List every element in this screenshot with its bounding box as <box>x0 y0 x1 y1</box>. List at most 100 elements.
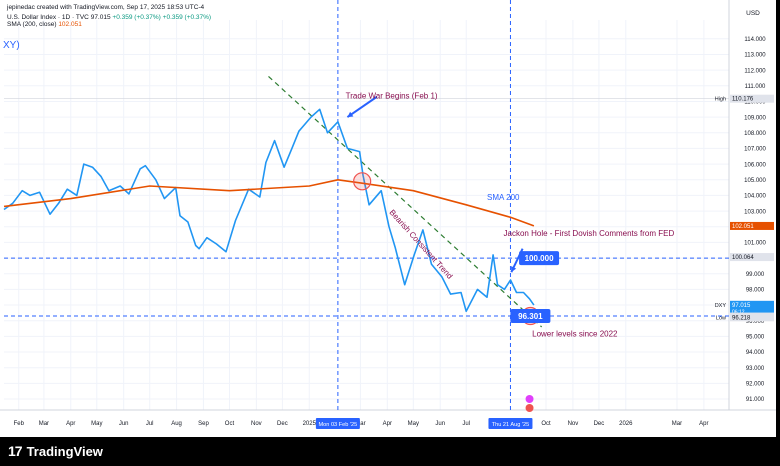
x-tick-label: Aug <box>171 421 182 427</box>
sma-legend-label: SMA (200, close) <box>7 21 57 28</box>
price-label-value: 102.051 <box>732 224 754 230</box>
level-callout-label: 100.000 <box>525 254 554 263</box>
price-label-value: 96.218 <box>732 315 751 321</box>
y-tick-label: 109.000 <box>744 115 766 121</box>
annotation-sma200: SMA 200 <box>487 193 520 202</box>
x-axis-ticks: Feb Mar Apr May Jun Jul Aug Sep Oct Nov Dec 2025 Mar… <box>14 421 709 427</box>
y-tick-label: 91.000 <box>746 397 765 403</box>
x-tick-label: Apr <box>66 421 75 427</box>
x-tick-label: Mar <box>355 421 365 427</box>
price-label-tag: Low <box>716 315 726 321</box>
header-symbol-info: U.S. Dollar Index · 1D · TVC 97.015 +0.3… <box>7 14 211 28</box>
x-tick-label: Apr <box>699 421 708 427</box>
sma-legend-value: 102.051 <box>58 21 82 28</box>
price-label-tag: High <box>715 97 726 103</box>
y-tick-label: 101.000 <box>744 241 766 247</box>
price-label-value: 100.064 <box>732 255 754 261</box>
y-tick-label: 111.000 <box>745 84 766 90</box>
level-callout-bg <box>519 251 560 266</box>
price-chart[interactable]: USD114.000113.000112.000111.000110.00010… <box>0 0 776 437</box>
x-tick-label: Dec <box>277 421 288 427</box>
header-created-by: jepinedac created with TradingView.com, … <box>7 4 205 11</box>
y-tick-label: 93.000 <box>746 366 765 372</box>
y-tick-label: 106.000 <box>744 162 766 168</box>
tradingview-logo[interactable]: 17 TradingView <box>8 443 103 459</box>
y-axis-ticks: 114.000113.000112.000111.000110.000109.0… <box>744 37 766 403</box>
x-tick-label: Sep <box>198 421 209 427</box>
x-tick-label: Oct <box>541 421 551 427</box>
price-change-2: +0.359 (+0.37%) <box>162 14 212 21</box>
price-label-bg <box>730 221 774 230</box>
annotation-lower-levels: Lower levels since 2022 <box>532 329 618 338</box>
y-tick-label: 113.000 <box>744 53 766 59</box>
last-price: 97.015 <box>90 14 111 21</box>
price-label-bg <box>730 313 774 322</box>
price-label-bg <box>730 300 774 315</box>
x-tick-label: Dec <box>594 421 605 427</box>
event-icon-flag <box>525 404 534 412</box>
x-tick-label: Jul <box>146 421 154 427</box>
jackson-hole-arrow-head <box>511 266 517 273</box>
annotation-bearish-trend: Bearish Consistent Trend <box>388 208 455 281</box>
x-tick-label: 2026 <box>619 421 633 427</box>
y-tick-label: 104.000 <box>744 194 766 200</box>
tradingview-logo-mark: 17 <box>8 443 23 459</box>
y-tick-label: 105.000 <box>744 178 766 184</box>
level-callout-label: 96.301 <box>518 312 543 321</box>
y-tick-label: 107.000 <box>744 147 766 153</box>
y-tick-label: 108.000 <box>744 131 766 137</box>
x-date-tag-label: Mon 03 Feb '25 <box>319 422 358 428</box>
price-label-bg <box>730 94 774 103</box>
x-tick-label: Apr <box>383 421 392 427</box>
x-tick-label: May <box>91 421 102 427</box>
y-tick-label: 95.000 <box>746 335 765 341</box>
grid-lines <box>4 20 729 410</box>
price-label-value: 97.015 <box>732 303 751 309</box>
y-tick-label: 114.000 <box>744 37 766 43</box>
x-tick-label: Jul <box>462 421 470 427</box>
x-tick-label: Mar <box>39 421 49 427</box>
annotation-trade-war: Trade War Begins (Feb 1) <box>346 91 438 100</box>
y-tick-label: 112.000 <box>744 68 766 74</box>
x-tick-label: Jun <box>435 421 445 427</box>
price-label-tag: DXY <box>715 303 727 309</box>
bearish-trend-line <box>268 75 543 328</box>
symbol-description: U.S. Dollar Index · 1D · TVC <box>7 14 89 21</box>
x-tick-label: 2025 <box>303 421 317 427</box>
trade-war-arrow-head <box>347 111 354 118</box>
y-tick-label: 103.000 <box>744 209 766 215</box>
y-tick-label: 92.000 <box>746 382 765 388</box>
sma200-points <box>4 180 534 226</box>
x-date-tag-label: Thu 21 Aug '25 <box>492 422 529 428</box>
dxy-price-points <box>4 109 534 311</box>
symbol-watermark-fragment: XY) <box>3 40 20 51</box>
highlight-circle <box>353 172 372 191</box>
y-axis-unit: USD <box>746 10 760 17</box>
y-tick-label: 99.000 <box>746 272 765 278</box>
dxy-price-line <box>3 108 535 313</box>
x-tick-label: May <box>408 421 419 427</box>
annotation-jackson-hole: Jackon Hole - First Dovish Comments from… <box>504 229 675 238</box>
y-tick-label: 98.000 <box>746 288 765 294</box>
price-label-countdown: 06:12 <box>732 309 745 315</box>
x-tick-label: Nov <box>568 421 579 427</box>
tradingview-logo-text: TradingView <box>26 443 103 459</box>
x-tick-label: Oct <box>225 421 235 427</box>
y-tick-label: 94.000 <box>746 350 765 356</box>
price-change: +0.359 (+0.37%) <box>112 14 161 21</box>
x-tick-label: Feb <box>14 421 25 427</box>
x-date-tag-bg <box>315 418 360 429</box>
x-tick-label: Mar <box>672 421 682 427</box>
level-callout-bg <box>510 309 551 324</box>
price-label-value: 110.176 <box>732 97 754 103</box>
x-date-tag-bg <box>488 418 533 429</box>
event-icon-earnings <box>525 395 534 403</box>
y-tick-label: 96.000 <box>746 319 765 325</box>
trade-war-arrow <box>346 95 378 118</box>
chart-area[interactable]: USD114.000113.000112.000111.000110.00010… <box>0 0 776 437</box>
x-tick-label: Nov <box>251 421 262 427</box>
sma200-line <box>3 179 535 227</box>
price-label-bg <box>730 253 774 262</box>
x-tick-label: Jun <box>119 421 129 427</box>
